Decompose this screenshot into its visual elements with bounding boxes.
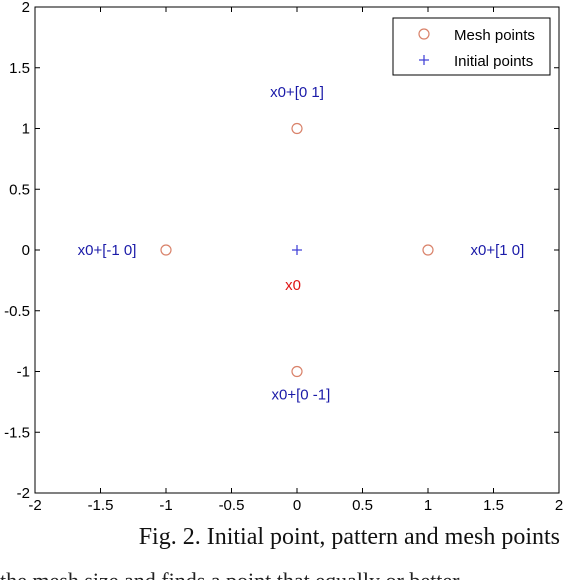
- y-tick-label: -2: [17, 485, 30, 502]
- axis-ticks: -2 -1.5 -1 -0.5 0 0.5 1 1.5 2 2 1.5 1 0.5 0 -0.5 -1 -1.5…: [4, 0, 563, 514]
- mesh-point-marker: [291, 365, 303, 378]
- y-tick-label: 2: [22, 0, 30, 16]
- legend-mesh-label: Mesh points: [454, 27, 535, 44]
- figure-caption: Fig. 2. Initial point, pattern and mesh …: [138, 524, 560, 550]
- x-tick-label: -0.5: [219, 497, 245, 514]
- x-tick-label: 1.5: [483, 497, 504, 514]
- x-tick-label: 0: [293, 497, 301, 514]
- y-tick-label: 1: [22, 121, 30, 138]
- point-annotation: x0+[0 1]: [270, 84, 324, 101]
- point-annotation: x0+[1 0]: [471, 242, 525, 259]
- x-tick-label: -1: [159, 497, 172, 514]
- y-tick-label: 0.5: [9, 181, 30, 198]
- y-tick-label: -1: [17, 364, 30, 381]
- legend-mesh-marker: [418, 28, 430, 40]
- legend-initial-marker: [419, 55, 429, 65]
- x-tick-label: 0.5: [352, 497, 373, 514]
- legend: Mesh points Initial points: [392, 17, 551, 76]
- mesh-point-marker: [422, 244, 434, 256]
- body-text-fragment: the mesh size and finds a point that equ…: [0, 566, 574, 580]
- point-annotation: x0: [285, 277, 301, 294]
- point-annotation: x0+[-1 0]: [78, 242, 137, 259]
- y-tick-label: -0.5: [4, 303, 30, 320]
- annotations: x0+[0 1] x0+[-1 0] x0+[1 0] x0 x0+[0 -1]: [78, 84, 525, 404]
- initial-point-marker: [292, 245, 302, 255]
- x-tick-label: 1: [424, 497, 432, 514]
- mesh-point-marker: [291, 122, 303, 135]
- legend-initial-label: Initial points: [454, 53, 533, 70]
- x-tick-label: -2: [28, 497, 41, 514]
- y-tick-label: 0: [22, 242, 30, 259]
- y-tick-label: -1.5: [4, 424, 30, 441]
- plot-area: [160, 122, 434, 378]
- y-tick-label: 1.5: [9, 60, 30, 77]
- x-tick-label: -1.5: [88, 497, 114, 514]
- x-tick-label: 2: [555, 497, 563, 514]
- point-annotation: x0+[0 -1]: [272, 387, 331, 404]
- mesh-point-marker: [160, 244, 172, 256]
- legend-box: [392, 17, 551, 76]
